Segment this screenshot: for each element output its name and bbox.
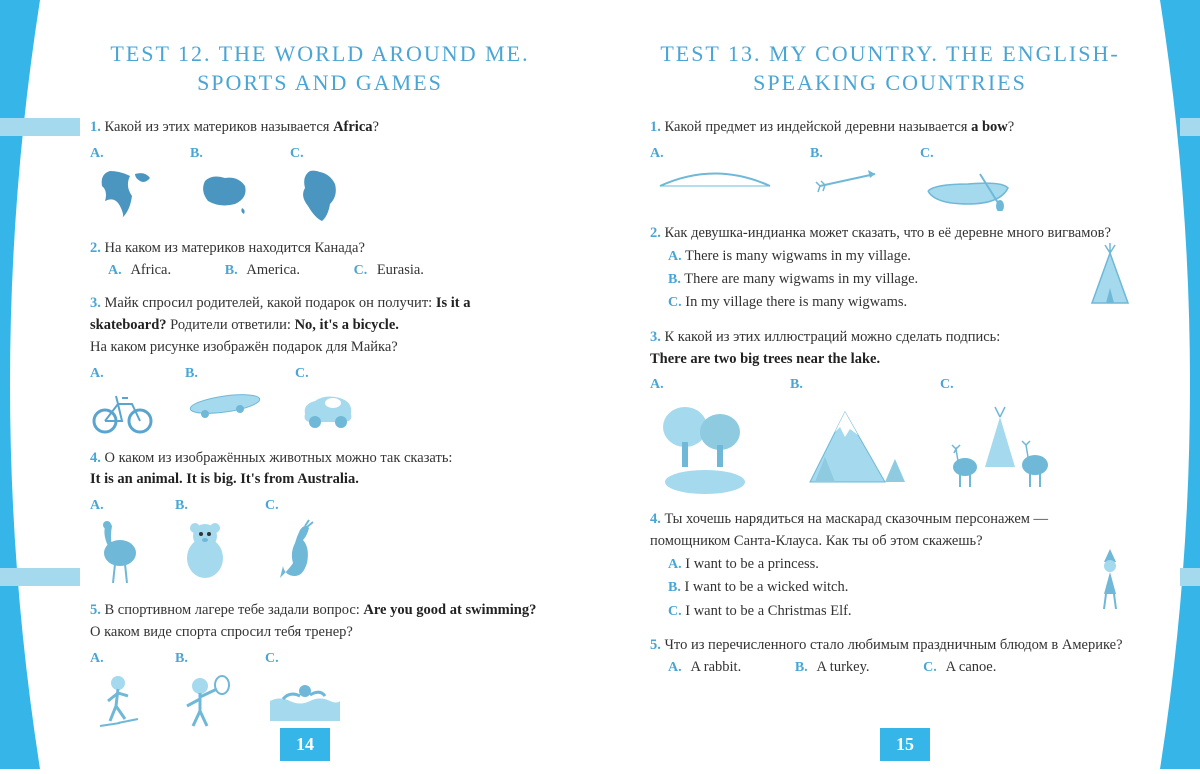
canoe-icon [920,166,1015,211]
africa-icon [290,166,350,226]
skiing-icon [90,671,145,736]
q1: 1. Какой из этих материков называется Af… [90,117,550,226]
bicycle-icon [90,386,155,436]
q3: 3. Майк спросил родителей, какой подарок… [90,293,550,435]
right-page: TEST 13. MY COUNTRY. THE ENGLISH- SPEAKI… [600,0,1200,769]
americas-icon [90,166,160,221]
r-q4: 4. Ты хочешь нарядиться на маскарад сказ… [650,509,1130,623]
tennis-icon [175,671,235,736]
r-q1: 1. Какой предмет из индейской деревни на… [650,117,1130,211]
australia-icon [190,166,260,216]
deer-wigwam-icon [940,397,1060,497]
swimming-icon [265,671,340,721]
r-q3: 3. К какой из этих иллюстраций можно сде… [650,327,1130,498]
arrow-icon [810,166,890,196]
mountain-wigwam-icon [790,397,910,497]
skateboard-icon [185,386,265,426]
r-q5: 5. Что из перечисленного стало любимым п… [650,635,1130,679]
kangaroo-icon [265,518,325,583]
car-icon [295,386,360,431]
book-spread: TEST 12. THE WORLD AROUND ME. SPORTS AND… [0,0,1200,769]
bow-icon [650,166,780,206]
q4: 4. О каком из изображённых животных можн… [90,448,550,589]
test-12-title: TEST 12. THE WORLD AROUND ME. SPORTS AND… [90,40,550,97]
q5: 5. В спортивном лагере тебе задали вопро… [90,600,550,736]
test-13-title: TEST 13. MY COUNTRY. THE ENGLISH- SPEAKI… [650,40,1130,97]
page-number-14: 14 [280,728,330,761]
wigwam-icon [1080,243,1140,321]
page-number-15: 15 [880,728,930,761]
left-page: TEST 12. THE WORLD AROUND ME. SPORTS AND… [0,0,600,769]
bear-icon [175,518,235,583]
trees-lake-icon [650,397,760,497]
ostrich-icon [90,518,145,588]
r-q2: 2. Как девушка-индианка может сказать, ч… [650,223,1130,315]
q2: 2. На каком из материков находится Канад… [90,238,550,282]
elf-icon [1090,544,1130,622]
